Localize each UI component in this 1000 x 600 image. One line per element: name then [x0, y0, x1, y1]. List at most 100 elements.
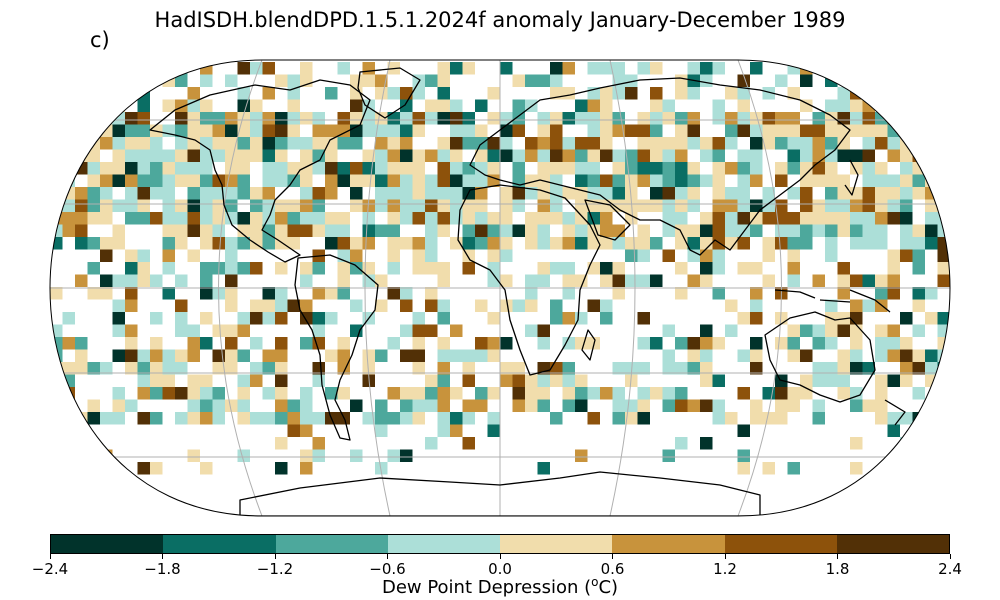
anomaly-cell — [262, 312, 275, 325]
anomaly-cell — [275, 412, 288, 425]
anomaly-cell — [700, 237, 713, 250]
anomaly-cell — [800, 149, 813, 162]
anomaly-cell — [62, 437, 75, 450]
anomaly-cell — [550, 299, 563, 312]
anomaly-cell — [662, 199, 675, 212]
anomaly-cell — [437, 374, 450, 387]
anomaly-cell — [475, 174, 488, 187]
anomaly-cell — [550, 112, 563, 125]
anomaly-cell — [775, 387, 788, 400]
anomaly-cell — [562, 387, 575, 400]
anomaly-cell — [762, 87, 775, 100]
anomaly-cell — [912, 262, 925, 275]
anomaly-cell — [900, 187, 913, 200]
anomaly-cell — [137, 87, 150, 100]
anomaly-cell — [662, 399, 675, 412]
anomaly-cell — [237, 137, 250, 150]
anomaly-cell — [62, 362, 75, 375]
anomaly-cell — [300, 137, 313, 150]
anomaly-cell — [200, 312, 213, 325]
anomaly-cell — [525, 187, 538, 200]
anomaly-cell — [862, 399, 875, 412]
anomaly-cell — [750, 262, 763, 275]
anomaly-cell — [412, 349, 425, 362]
anomaly-cell — [625, 187, 638, 200]
colorbar-segment — [51, 535, 164, 553]
anomaly-cell — [450, 324, 463, 337]
anomaly-cell — [687, 62, 700, 75]
anomaly-cell — [50, 174, 63, 187]
anomaly-cell — [662, 449, 675, 462]
colorbar-tick-label: 0.0 — [488, 560, 512, 578]
anomaly-cell — [550, 162, 563, 175]
anomaly-cell — [650, 237, 663, 250]
anomaly-cell — [150, 137, 163, 150]
anomaly-cell — [737, 124, 750, 137]
anomaly-cell — [675, 87, 688, 100]
anomaly-cell — [512, 199, 525, 212]
anomaly-cell — [250, 212, 263, 225]
anomaly-cell — [837, 137, 850, 150]
anomaly-cell — [725, 124, 738, 137]
anomaly-cell — [525, 237, 538, 250]
anomaly-cell — [400, 124, 413, 137]
anomaly-cell — [125, 399, 138, 412]
anomaly-cell — [325, 137, 338, 150]
anomaly-cell — [162, 62, 175, 75]
anomaly-cell — [162, 174, 175, 187]
anomaly-cell — [537, 324, 550, 337]
anomaly-cell — [712, 399, 725, 412]
anomaly-cell — [775, 174, 788, 187]
anomaly-cell — [225, 262, 238, 275]
anomaly-cell — [837, 87, 850, 100]
colorbar-tick-mark — [162, 554, 163, 559]
coastlines — [149, 67, 906, 516]
anomaly-cell — [325, 312, 338, 325]
anomaly-cell — [150, 337, 163, 350]
anomaly-cell — [125, 112, 138, 125]
anomaly-cell — [175, 124, 188, 137]
anomaly-cell — [687, 124, 700, 137]
anomaly-cell — [400, 137, 413, 150]
anomaly-cell — [462, 224, 475, 237]
anomaly-cell — [250, 62, 263, 75]
anomaly-cell — [262, 162, 275, 175]
colorbar-tick-label: 2.4 — [938, 560, 962, 578]
anomaly-cell — [237, 62, 250, 75]
anomaly-cell — [537, 224, 550, 237]
anomaly-cell — [700, 362, 713, 375]
anomaly-cell — [275, 349, 288, 362]
anomaly-cell — [712, 112, 725, 125]
anomaly-cell — [150, 349, 163, 362]
anomaly-cell — [900, 174, 913, 187]
anomaly-cell — [612, 287, 625, 300]
anomaly-cell — [162, 362, 175, 375]
anomaly-cell — [437, 174, 450, 187]
anomaly-cell — [625, 237, 638, 250]
anomaly-cell — [937, 274, 950, 287]
anomaly-cell — [737, 312, 750, 325]
anomaly-cell — [212, 362, 225, 375]
anomaly-cell — [437, 199, 450, 212]
anomaly-cell — [562, 112, 575, 125]
anomaly-cell — [500, 299, 513, 312]
anomaly-cell — [137, 124, 150, 137]
anomaly-cell — [100, 412, 113, 425]
anomaly-cell — [87, 149, 100, 162]
anomaly-cell — [862, 174, 875, 187]
anomaly-cell — [737, 237, 750, 250]
anomaly-cell — [487, 249, 500, 262]
anomaly-cell — [587, 99, 600, 112]
anomaly-cell — [762, 199, 775, 212]
anomaly-cell — [937, 399, 950, 412]
anomaly-cell — [400, 99, 413, 112]
anomaly-cell — [162, 262, 175, 275]
anomaly-cell — [637, 362, 650, 375]
anomaly-cell — [287, 199, 300, 212]
anomaly-cell — [675, 287, 688, 300]
anomaly-cell — [812, 374, 825, 387]
anomaly-cell — [825, 224, 838, 237]
anomaly-cell — [150, 412, 163, 425]
anomaly-cell — [712, 287, 725, 300]
anomaly-cell — [925, 137, 938, 150]
